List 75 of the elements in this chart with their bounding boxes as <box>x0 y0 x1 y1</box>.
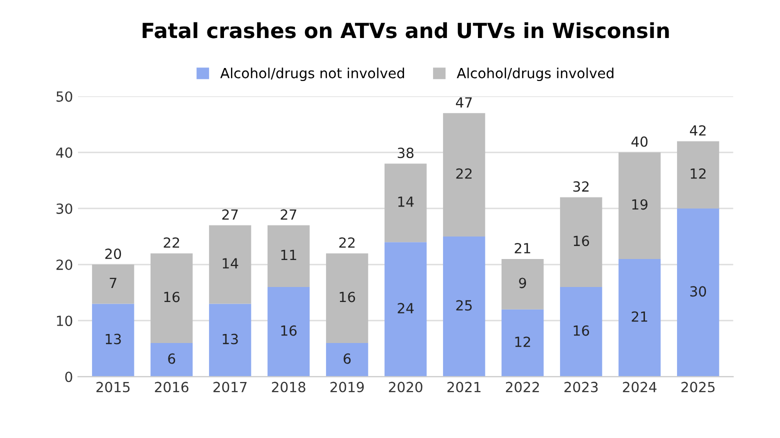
x-tick-label: 2019 <box>330 382 364 392</box>
bar <box>618 258 661 377</box>
bar <box>92 304 134 377</box>
bar <box>677 208 720 377</box>
data-label: 13 <box>106 334 121 344</box>
x-tick-label: 2022 <box>506 382 539 392</box>
bar <box>326 343 368 377</box>
bar <box>209 225 252 304</box>
y-tick-label: 20 <box>56 260 72 270</box>
data-label: 16 <box>281 325 297 336</box>
x-tick-label: 2021 <box>447 382 480 392</box>
total-label: 42 <box>690 125 706 136</box>
bar <box>150 253 193 344</box>
bar <box>150 343 193 377</box>
data-label: 21 <box>632 311 648 322</box>
total-label: 27 <box>222 209 238 220</box>
legend-label: Alcohol/drugs not involved <box>220 68 404 82</box>
bar <box>268 286 310 377</box>
y-tick-label: 40 <box>56 147 72 158</box>
y-tick-label: 0 <box>65 372 72 382</box>
bar <box>326 253 368 344</box>
data-label: 7 <box>110 278 116 288</box>
chart-title: Fatal crashes on ATVs and UTVs in Wisconsin <box>142 22 669 38</box>
data-label: 11 <box>281 250 296 260</box>
x-tick-label: 2016 <box>154 382 188 392</box>
bar <box>443 236 486 377</box>
x-tick-label: 2015 <box>96 382 130 392</box>
data-label: 16 <box>574 325 590 336</box>
total-label: 22 <box>339 237 355 248</box>
bar <box>268 225 310 287</box>
total-label: 47 <box>456 97 472 108</box>
bar <box>560 197 602 287</box>
total-label: 38 <box>398 148 414 158</box>
bar <box>443 113 486 237</box>
y-tick-label: 30 <box>56 203 72 214</box>
x-tick-label: 2025 <box>681 382 715 392</box>
total-label: 40 <box>631 136 648 147</box>
data-label: 6 <box>344 353 351 364</box>
bar <box>502 258 544 310</box>
x-tick-label: 2018 <box>272 382 306 392</box>
data-label: 16 <box>574 236 590 246</box>
data-label: 25 <box>456 300 472 311</box>
bar <box>560 286 602 377</box>
bar <box>618 152 661 259</box>
total-label: 32 <box>573 181 589 192</box>
x-tick-label: 2020 <box>388 382 422 392</box>
data-label: 24 <box>398 302 414 314</box>
data-label: 16 <box>164 292 180 302</box>
bar <box>502 309 544 377</box>
total-label: 21 <box>514 242 530 254</box>
x-tick-label: 2017 <box>213 382 247 392</box>
data-label: 14 <box>222 258 238 268</box>
data-label: 13 <box>222 334 238 344</box>
total-label: 27 <box>280 209 296 220</box>
bar <box>677 141 720 208</box>
x-tick-label: 2024 <box>622 382 656 392</box>
data-label: 30 <box>690 286 706 297</box>
legend-label: Alcohol/drugs involved <box>456 68 614 82</box>
bar <box>209 304 252 377</box>
bar <box>92 264 134 304</box>
x-tick-label: 2023 <box>564 382 598 392</box>
data-label: 16 <box>340 292 356 302</box>
bar <box>384 242 427 377</box>
data-label: 6 <box>168 353 176 364</box>
data-label: 12 <box>515 336 530 347</box>
data-label: 9 <box>519 278 526 288</box>
data-label: 14 <box>398 196 414 207</box>
bar <box>384 164 427 242</box>
y-tick-label: 10 <box>56 316 72 326</box>
data-label: 12 <box>690 168 706 179</box>
total-label: 22 <box>164 237 180 248</box>
y-tick-label: 50 <box>56 91 72 102</box>
data-label: 19 <box>632 199 648 210</box>
total-label: 20 <box>105 248 122 260</box>
data-label: 22 <box>456 168 472 179</box>
